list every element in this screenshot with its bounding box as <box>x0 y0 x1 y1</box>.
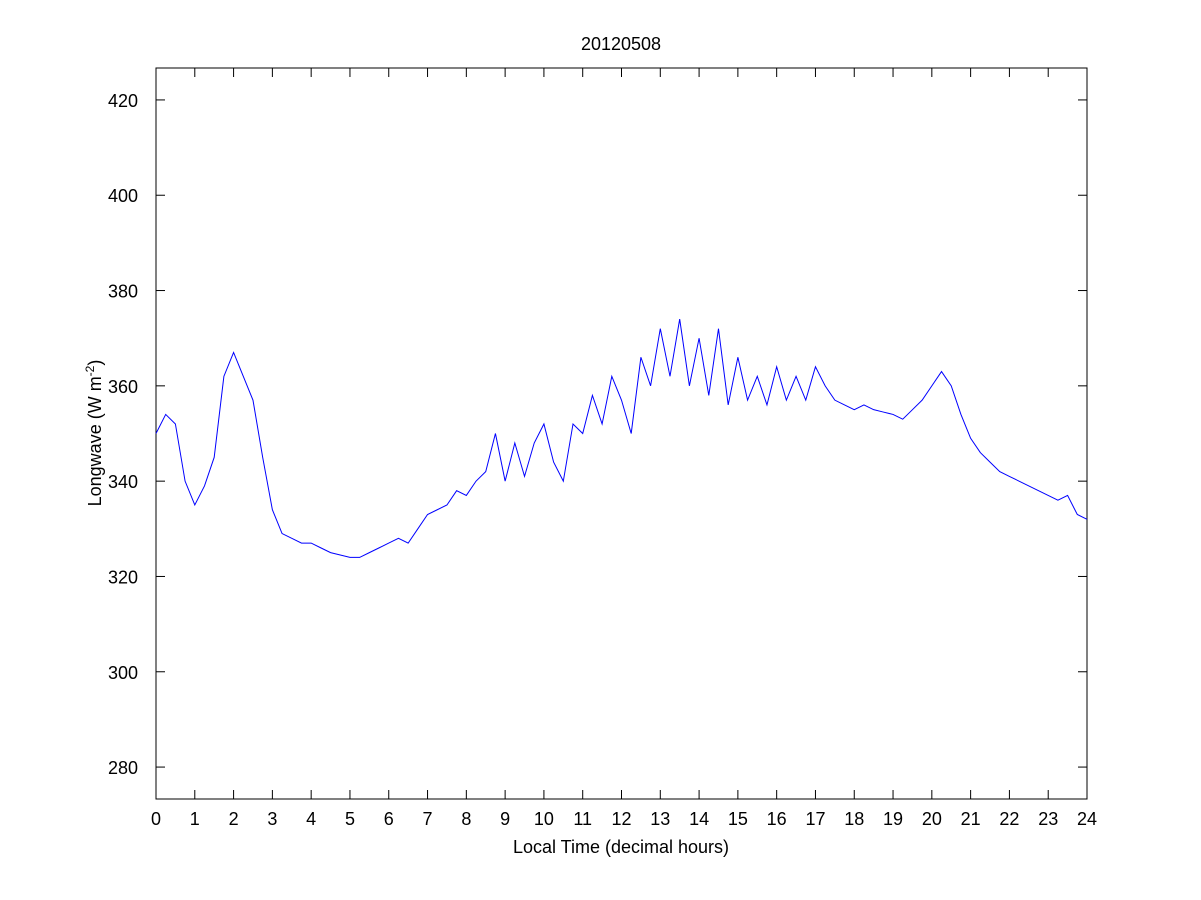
x-tick-label: 16 <box>767 809 787 829</box>
x-tick-label: 7 <box>423 809 433 829</box>
x-tick-label: 4 <box>306 809 316 829</box>
x-tick-label: 1 <box>190 809 200 829</box>
x-tick-label: 0 <box>151 809 161 829</box>
y-tick-label: 380 <box>108 282 138 302</box>
x-tick-label: 9 <box>500 809 510 829</box>
x-tick-label: 13 <box>650 809 670 829</box>
y-label-end: ) <box>85 360 105 366</box>
x-tick-label: 21 <box>961 809 981 829</box>
x-tick-label: 12 <box>611 809 631 829</box>
y-label-sup: -2 <box>83 365 97 376</box>
x-tick-label: 6 <box>384 809 394 829</box>
x-tick-label: 22 <box>999 809 1019 829</box>
y-axis-label: Longwave (W m-2) <box>83 360 105 507</box>
y-tick-label: 280 <box>108 758 138 778</box>
data-line <box>155 319 1088 558</box>
y-tick-label: 420 <box>108 91 138 111</box>
x-tick-label: 24 <box>1077 809 1097 829</box>
y-tick-label: 340 <box>108 472 138 492</box>
x-tick-label: 20 <box>922 809 942 829</box>
x-axis-label: Local Time (decimal hours) <box>513 837 729 857</box>
y-tick-label: 400 <box>108 186 138 206</box>
y-tick-label: 360 <box>108 377 138 397</box>
x-tick-label: 14 <box>689 809 709 829</box>
chart-title: 20120508 <box>581 34 661 54</box>
x-tick-label: 15 <box>728 809 748 829</box>
x-tick-label: 3 <box>267 809 277 829</box>
y-tick-label: 300 <box>108 663 138 683</box>
x-tick-label: 11 <box>573 809 592 829</box>
y-label-main: Longwave (W m <box>85 376 105 506</box>
x-tick-label: 10 <box>534 809 554 829</box>
x-tick-label: 5 <box>345 809 355 829</box>
y-tick-label: 320 <box>108 567 138 587</box>
x-tick-label: 2 <box>229 809 239 829</box>
x-tick-label: 23 <box>1038 809 1058 829</box>
x-tick-label: 8 <box>461 809 471 829</box>
x-tick-label: 17 <box>805 809 825 829</box>
x-tick-label: 19 <box>883 809 903 829</box>
x-tick-label: 18 <box>844 809 864 829</box>
